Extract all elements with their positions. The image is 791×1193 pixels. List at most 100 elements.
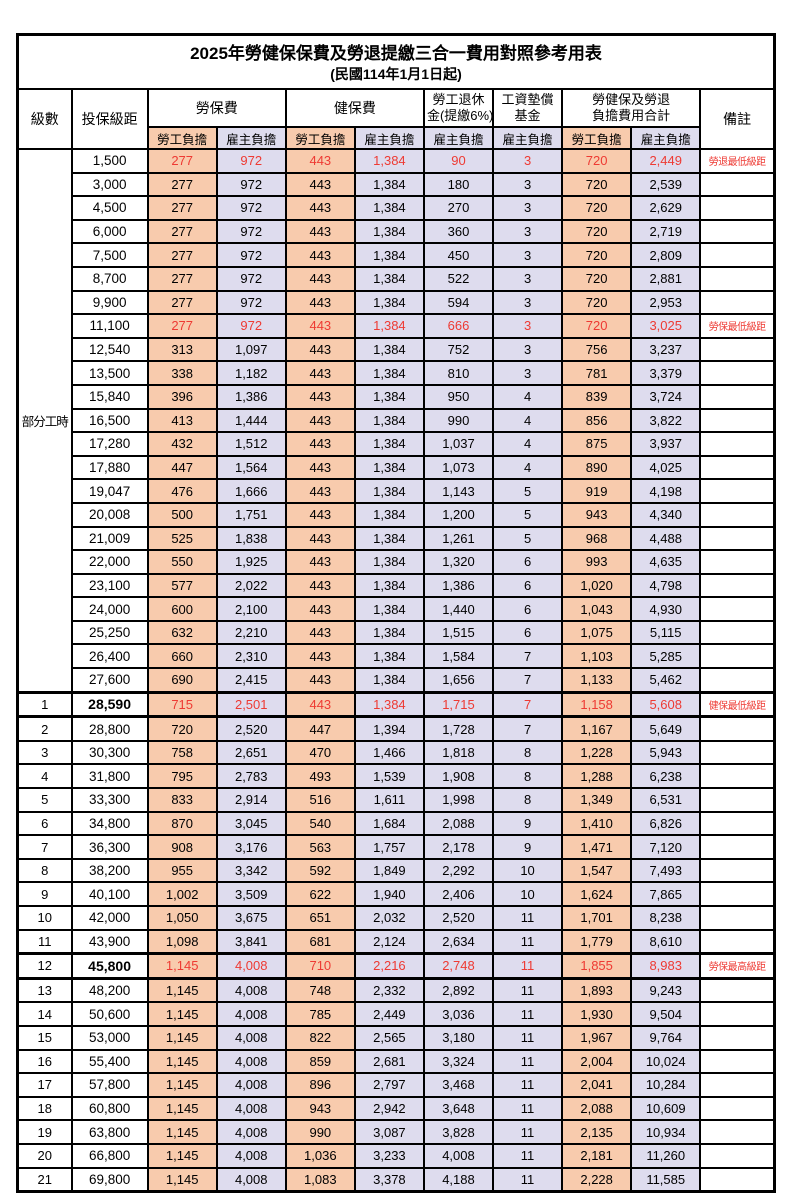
value-cell: 1,584 — [422, 643, 495, 670]
level-cell: 19 — [16, 1119, 73, 1145]
value-cell: 2,124 — [353, 928, 425, 955]
value-cell: 972 — [215, 289, 287, 316]
value-cell: 3 — [492, 265, 564, 292]
value-cell: 443 — [284, 501, 356, 528]
subheader-total-employee: 勞工負擔 — [561, 126, 633, 150]
value-cell: 2,449 — [630, 148, 702, 174]
value-cell: 3,087 — [353, 1119, 425, 1145]
value-cell: 720 — [561, 195, 633, 221]
table-row: 24,000 600 2,100 443 1,384 1,440 6 1,043 4,930 — [18, 596, 776, 622]
value-cell: 1,145 — [146, 1024, 218, 1051]
value-cell: 11 — [492, 1142, 564, 1169]
value-cell: 856 — [561, 407, 633, 434]
value-cell: 3,180 — [422, 1024, 495, 1051]
value-cell: 3,045 — [215, 810, 287, 837]
table-row: 10 42,000 1,050 3,675 651 2,032 2,520 11 1,701 8,… — [16, 905, 776, 931]
table-row: 2 28,800 720 2,520 447 1,394 1,728 7 1,167 5,649 — [16, 715, 776, 742]
value-cell: 443 — [284, 549, 356, 575]
value-cell: 1,384 — [353, 667, 425, 694]
value-cell: 972 — [215, 218, 287, 245]
value-cell: 1,728 — [422, 715, 495, 742]
value-cell: 822 — [284, 1024, 356, 1051]
remark-cell — [699, 549, 776, 575]
bracket-cell: 20,008 — [70, 501, 149, 528]
value-cell: 1,998 — [422, 787, 495, 813]
remark-cell: 健保最低級距 — [699, 690, 776, 719]
value-cell: 1,228 — [561, 739, 633, 766]
value-cell: 1,384 — [353, 525, 425, 552]
value-cell: 3 — [492, 171, 564, 198]
value-cell: 1,512 — [215, 431, 287, 457]
value-cell: 3,324 — [422, 1048, 495, 1075]
value-cell: 277 — [146, 148, 218, 174]
value-cell: 3,937 — [630, 431, 702, 457]
table-row: 15,840 396 1,386 443 1,384 950 4 839 3,724 — [18, 383, 776, 410]
value-cell: 3,509 — [215, 881, 287, 907]
value-cell: 11 — [492, 1001, 564, 1027]
value-cell: 4,008 — [215, 1166, 287, 1193]
value-cell: 666 — [422, 313, 495, 339]
value-cell: 3 — [492, 218, 564, 245]
value-cell: 447 — [146, 454, 218, 481]
value-cell: 1,384 — [353, 549, 425, 575]
value-cell: 2,332 — [353, 977, 425, 1004]
value-cell: 476 — [146, 478, 218, 504]
value-cell: 270 — [422, 195, 495, 221]
value-cell: 908 — [146, 834, 218, 860]
bracket-cell: 17,280 — [70, 431, 149, 457]
value-cell: 4,198 — [630, 478, 702, 504]
value-cell: 3,724 — [630, 383, 702, 410]
table-row: 9 40,100 1,002 3,509 622 1,940 2,406 10 1,624 7,8… — [16, 881, 776, 907]
value-cell: 720 — [146, 715, 218, 742]
value-cell: 1,320 — [422, 549, 495, 575]
bracket-cell: 36,300 — [70, 834, 149, 860]
bracket-cell: 19,047 — [70, 478, 149, 504]
remark-cell — [699, 715, 776, 742]
table-row: 19 63,800 1,145 4,008 990 3,087 3,828 11 2,135 10… — [16, 1119, 776, 1145]
bracket-cell: 57,800 — [70, 1072, 149, 1098]
col-header-level: 級數 — [16, 88, 73, 150]
bracket-cell: 33,300 — [70, 787, 149, 813]
table-row: 1 28,590 715 2,501 443 1,384 1,715 7 1,158 5,608 健… — [16, 690, 776, 719]
header-sub-row: 勞工負擔 雇主負擔 勞工負擔 雇主負擔 雇主負擔 雇主負擔 勞工負擔 雇主負擔 — [18, 126, 775, 150]
value-cell: 1,384 — [353, 572, 425, 599]
value-cell: 5,608 — [630, 690, 702, 719]
value-cell: 540 — [284, 810, 356, 837]
bracket-cell: 15,840 — [70, 383, 149, 410]
table-row: 11,100 277 972 443 1,384 666 3 720 3,025 勞保最低級距 — [18, 313, 776, 339]
value-cell: 810 — [422, 360, 495, 386]
value-cell: 950 — [422, 383, 495, 410]
value-cell: 720 — [561, 171, 633, 198]
value-cell: 2,041 — [561, 1072, 633, 1098]
remark-cell — [699, 218, 776, 245]
value-cell: 2,651 — [215, 739, 287, 766]
value-cell: 432 — [146, 431, 218, 457]
value-cell: 413 — [146, 407, 218, 434]
remark-cell — [699, 857, 776, 884]
value-cell: 360 — [422, 218, 495, 245]
remark-cell — [699, 1142, 776, 1169]
value-cell: 1,133 — [561, 667, 633, 694]
value-cell: 550 — [146, 549, 218, 575]
value-cell: 277 — [146, 313, 218, 339]
bracket-cell: 53,000 — [70, 1024, 149, 1051]
value-cell: 443 — [284, 454, 356, 481]
value-cell: 795 — [146, 763, 218, 790]
remark-cell — [699, 1095, 776, 1122]
value-cell: 11 — [492, 952, 564, 980]
remark-cell — [699, 171, 776, 198]
value-cell: 2,022 — [215, 572, 287, 599]
value-cell: 955 — [146, 857, 218, 884]
table-title-block: 2025年勞健保保費及勞退提繳三合一費用對照參考用表 (民國114年1月1日起) — [16, 33, 776, 90]
value-cell: 1,145 — [146, 1119, 218, 1145]
table-row: 20 66,800 1,145 4,008 1,036 3,233 4,008 11 2,181… — [16, 1142, 776, 1169]
value-cell: 577 — [146, 572, 218, 599]
value-cell: 10,284 — [630, 1072, 702, 1098]
level-cell: 3 — [16, 739, 73, 766]
value-cell: 3 — [492, 336, 564, 363]
value-cell: 3,648 — [422, 1095, 495, 1122]
table-row: 26,400 660 2,310 443 1,384 1,584 7 1,103 5,285 — [18, 643, 776, 670]
value-cell: 2,135 — [561, 1119, 633, 1145]
remark-cell — [699, 289, 776, 316]
value-cell: 9,504 — [630, 1001, 702, 1027]
